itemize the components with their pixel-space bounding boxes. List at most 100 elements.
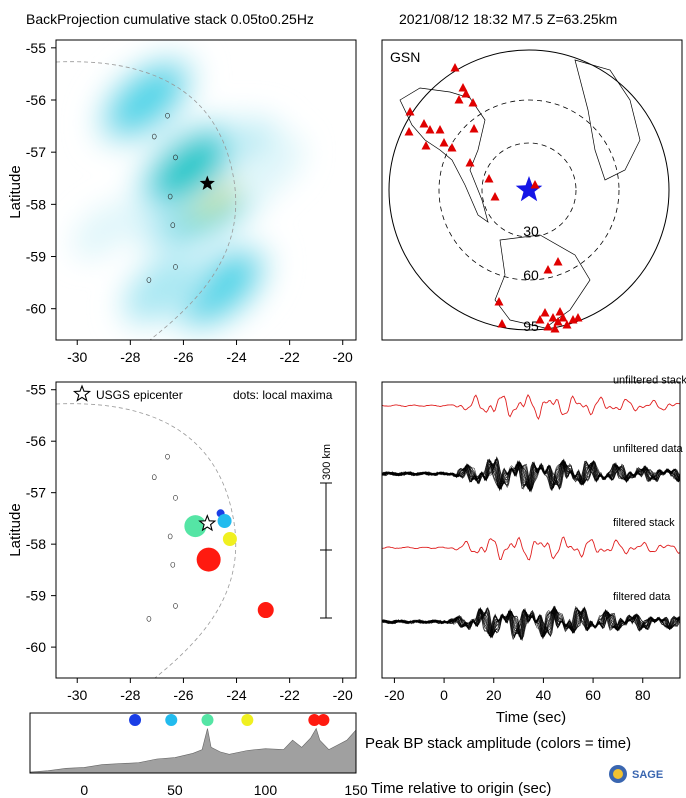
- gsn-station-marker: [490, 192, 500, 201]
- heatmap-island: [167, 193, 173, 200]
- maxima-axes: -30 -28 -26 -24 -22 -20 -55 -56 -57 -58 -59 -60: [26, 382, 353, 703]
- maxima-ytick-label: -57: [26, 485, 46, 501]
- maxima-xtick-label: -30: [67, 687, 87, 703]
- gsn-station-marker: [450, 63, 460, 72]
- amplitude-time-marker: [129, 714, 142, 726]
- seismogram-series-label: unfiltered stack: [613, 375, 686, 387]
- gsn-station-marker: [454, 95, 464, 104]
- seismogram-xtick-label: -20: [384, 687, 404, 703]
- heatmap-axes: -30 -28 -26 -24 -22 -20 -55 -56 -57 -58 -59 -60: [26, 40, 353, 365]
- seismogram-trace: [382, 536, 680, 561]
- maxima-island: [170, 561, 176, 568]
- seismogram-trace: [382, 394, 680, 420]
- maxima-island: [165, 453, 170, 460]
- maxima-island: [173, 603, 178, 609]
- seismogram-series-label: filtered stack: [613, 517, 675, 529]
- seismogram-xtick-label: 40: [536, 687, 552, 703]
- seismogram-xtick-label: 20: [486, 687, 502, 703]
- maxima-frame: [55, 381, 357, 679]
- legend-star-icon: [72, 384, 92, 402]
- gsn-station-marker: [553, 317, 563, 326]
- maxima-xtick-label: -26: [173, 687, 193, 703]
- maxima-epicenter-star-icon: [198, 514, 217, 532]
- gsn-station-marker: [469, 124, 479, 133]
- seismogram-axes: -20 0 20 40 60 80: [384, 678, 651, 703]
- gsn-station-marker: [439, 138, 449, 147]
- seismogram-series-labels: unfiltered stack unfiltered data filtered …: [613, 375, 686, 603]
- gsn-map: 30 60 95: [388, 49, 670, 334]
- gsn-station-marker: [553, 257, 563, 266]
- gsn-panel: 30 60 95 GSN: [381, 39, 683, 341]
- heatmap-island: [173, 264, 178, 270]
- maxima-xtick-label: -28: [120, 687, 140, 703]
- gsn-globe-outline: [388, 49, 670, 331]
- heatmap-frame: [55, 39, 357, 341]
- heatmap-ylabel: Latitude: [7, 165, 24, 218]
- heatmap-contour: [72, 202, 135, 259]
- chart-title: BackProjection cumulative stack 0.05to0.…: [26, 11, 314, 27]
- legend-dots-label: dots: local maxima: [233, 388, 333, 402]
- gsn-station-marker: [421, 141, 431, 150]
- maxima-background: [56, 382, 356, 678]
- heatmap-ytick-label: -56: [26, 92, 46, 108]
- heatmap-xtick-label: -26: [173, 349, 193, 365]
- maxima-island: [173, 495, 178, 501]
- gsn-ring-label: 95: [523, 318, 539, 334]
- gsn-epicenter-star-icon: [515, 176, 543, 202]
- gsn-ring-label: 60: [523, 267, 539, 283]
- gsn-station-marker: [468, 98, 478, 107]
- gsn-continent-south-america: [399, 87, 489, 223]
- maxima-ytick-label: -55: [26, 382, 46, 398]
- amplitude-frame: [29, 712, 357, 774]
- seismogram-xlabel: Time (sec): [496, 709, 566, 726]
- heatmap-ytick-label: -55: [26, 40, 46, 56]
- maxima-ylabel: Latitude: [7, 503, 24, 556]
- amplitude-xtick-label: 150: [344, 782, 368, 798]
- gsn-station-marker: [530, 180, 540, 189]
- amplitude-time-marker: [308, 714, 321, 726]
- amplitude-time-marker: [165, 714, 178, 726]
- amplitude-xtick-label: 100: [254, 782, 278, 798]
- heatmap-ytick-label: -57: [26, 144, 46, 160]
- amplitude-title: Peak BP stack amplitude (colors = time): [365, 735, 631, 752]
- heatmap-epicenter-star-icon: [199, 175, 215, 190]
- amplitude-area: [30, 727, 356, 773]
- amplitude-time-marker: [201, 714, 214, 726]
- maxima-point: [217, 513, 232, 528]
- maxima-point: [257, 602, 274, 619]
- heatmap-ytick-label: -59: [26, 249, 46, 265]
- maxima-xtick-label: -20: [333, 687, 353, 703]
- heatmap-contour: [156, 138, 222, 198]
- heatmap-coastline: [56, 61, 237, 340]
- gsn-station-marker: [548, 313, 558, 322]
- seismogram-trace: [382, 605, 680, 641]
- amplitude-area-fill: [30, 727, 356, 773]
- seismogram-background: [382, 382, 680, 678]
- heatmap-xtick-label: -30: [67, 349, 87, 365]
- amplitude-xtick-label: 0: [80, 782, 88, 798]
- seismogram-panel: unfiltered stack unfiltered data filtered …: [381, 375, 686, 726]
- gsn-station-marker: [543, 322, 553, 331]
- amplitude-xtick-label: 50: [167, 782, 183, 798]
- gsn-title: GSN: [390, 49, 420, 65]
- gsn-station-marker: [435, 125, 445, 134]
- amplitude-axes: 0 50 100 150: [80, 782, 367, 798]
- gsn-station-marker: [461, 89, 471, 98]
- amplitude-time-markers: [129, 714, 330, 726]
- maxima-point: [222, 532, 237, 547]
- seismogram-xtick-label: 60: [585, 687, 601, 703]
- maxima-ytick-label: -58: [26, 536, 46, 552]
- maxima-island: [146, 615, 152, 622]
- maxima-island: [151, 474, 157, 481]
- maxima-island: [167, 533, 173, 540]
- maxima-xtick-label: -22: [280, 687, 300, 703]
- heatmap-island: [173, 154, 178, 161]
- sage-logo: SAGE: [609, 765, 663, 783]
- gsn-station-marker: [404, 127, 414, 136]
- heatmap-ytick-label: -60: [26, 301, 46, 317]
- seismogram-traces: [382, 394, 680, 642]
- seismogram-xtick-label: 80: [635, 687, 651, 703]
- maxima-point: [184, 515, 207, 538]
- heatmap-island: [165, 112, 170, 119]
